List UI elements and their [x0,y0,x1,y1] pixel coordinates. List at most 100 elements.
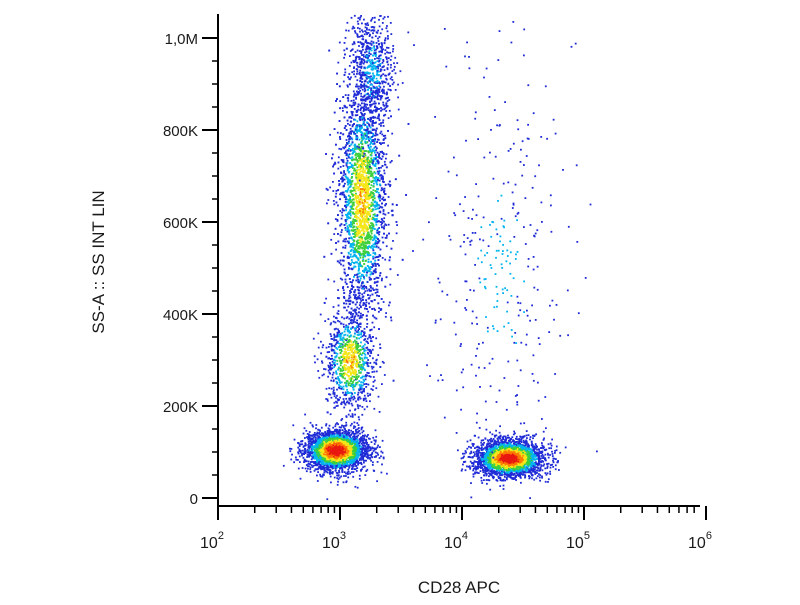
event-dot [347,450,350,452]
event-dot [329,459,332,462]
event-dot [319,464,321,466]
event-dot [337,454,340,457]
event-dot [552,459,554,462]
event-dot [531,457,534,459]
event-dot [513,430,515,433]
event-dot [502,438,505,441]
event-dot [335,428,338,431]
event-dot [356,422,359,424]
event-dot [348,434,351,437]
event-dot [488,457,491,460]
event-dot [487,467,490,469]
event-dot [307,446,310,448]
event-dot [339,463,342,466]
event-dot [311,447,314,450]
event-dot [337,434,339,437]
event-dot [336,452,339,455]
event-dot [315,458,318,461]
event-dot [478,449,481,452]
event-dot [541,453,544,456]
event-dot [326,461,329,463]
event-dot [527,434,530,436]
event-dot [547,453,549,456]
event-dot [305,429,308,432]
event-dot [515,438,518,440]
event-dot [485,428,488,431]
event-dot [532,448,535,450]
event-dot [337,456,340,459]
event-dot [318,450,321,453]
event-dot [540,455,543,457]
event-dot [341,448,344,451]
event-dot [541,442,543,444]
event-dot [482,459,485,461]
event-dot [342,461,345,464]
event-dot [496,472,499,475]
event-dot [518,467,521,470]
event-dot [330,431,333,434]
event-dot [547,452,549,455]
event-dot [545,473,548,476]
event-dot [370,441,373,443]
event-dot [332,451,335,454]
event-dot [331,433,333,436]
event-dot [379,446,381,448]
event-dot [346,442,349,444]
event-dot [344,437,347,439]
event-dot [349,440,351,442]
event-dot [515,441,518,443]
event-dot [514,432,516,435]
event-dot [321,454,324,457]
event-dot [324,432,327,434]
event-dot [489,473,491,475]
event-dot [533,434,536,437]
event-dot [475,461,477,463]
event-dot [502,479,505,482]
event-dot [488,472,490,475]
event-dot [318,453,321,456]
event-dot [309,445,311,448]
event-dot [543,463,546,466]
event-dot [297,446,300,449]
event-dot [489,462,492,465]
event-dot [350,456,353,459]
event-dot [326,466,329,468]
event-dot [544,467,547,470]
event-dot [506,478,508,481]
event-dot [547,462,550,465]
event-dot [298,448,301,451]
event-dot [525,443,527,446]
event-dot [348,429,350,432]
event-dot [311,445,313,448]
event-dot [477,467,480,470]
event-dot [359,432,361,435]
event-dot [495,443,498,446]
event-dot [328,456,331,459]
event-dot [508,448,511,450]
event-dot [341,418,344,420]
event-dot [295,456,297,459]
event-dot [334,441,337,444]
event-dot [366,468,369,471]
event-dot [303,427,306,430]
event-dot [333,438,336,441]
event-dot [326,438,328,441]
event-dot [515,449,517,452]
event-dot [314,438,317,441]
event-dot [526,452,529,455]
event-dot [337,462,340,465]
event-dot [320,457,323,460]
event-dot [517,460,520,463]
event-dot [322,448,324,451]
event-dot [342,425,345,427]
event-dot [358,444,361,447]
event-dot [318,444,321,447]
event-dot [497,475,500,478]
event-dot [480,467,482,469]
event-dot [521,469,524,472]
event-dot [538,476,541,479]
event-dot [514,444,516,447]
event-dot [317,442,320,445]
event-dot [335,467,337,470]
